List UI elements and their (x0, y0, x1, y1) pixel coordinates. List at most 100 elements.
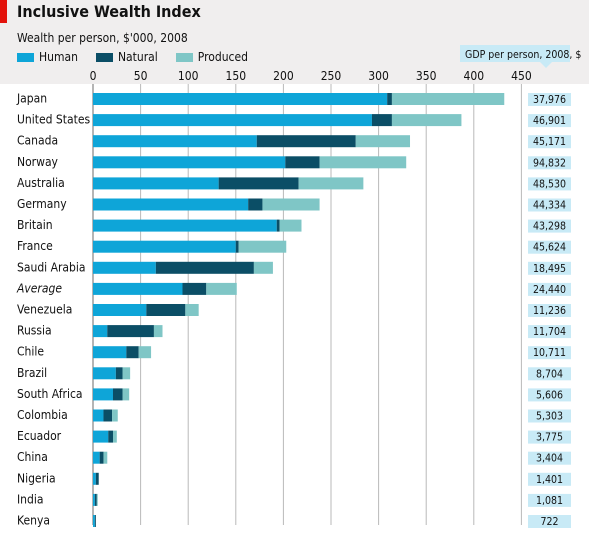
gdp-value-label: 94,832 (533, 157, 566, 169)
legend-item-human: Human (17, 50, 78, 64)
bar-natural (146, 304, 186, 316)
x-tick-label: 300 (368, 69, 389, 83)
bar-natural (155, 261, 254, 274)
x-tick-label: 50 (134, 69, 148, 83)
x-tick-label: 350 (416, 69, 437, 83)
bar-produced (122, 367, 131, 380)
bar-natural (112, 388, 123, 401)
bar-produced (185, 304, 199, 316)
category-label: China (17, 450, 48, 464)
bar-human (93, 135, 257, 148)
gdp-value-label: 45,171 (533, 136, 566, 148)
category-label: Colombia (17, 408, 68, 422)
legend-label-produced: Produced (197, 50, 248, 64)
category-label: Australia (17, 176, 65, 190)
gdp-value-label: 722 (540, 516, 558, 528)
bar-produced (279, 219, 302, 232)
gdp-value-box (528, 114, 571, 128)
bar-human (93, 325, 108, 338)
category-label: Venezuela (17, 303, 72, 317)
legend: Human Natural Produced (17, 50, 266, 64)
bar-natural (218, 177, 299, 190)
bar-produced (206, 282, 237, 295)
gdp-value-label: 46,901 (533, 115, 566, 127)
gdp-value-label: 11,236 (533, 305, 566, 317)
gdp-value-box (528, 177, 571, 191)
legend-swatch-produced (175, 52, 193, 62)
gdp-value-label: 48,530 (533, 178, 566, 190)
bar-human (93, 156, 286, 169)
bar-natural (276, 219, 280, 232)
category-label: India (17, 492, 44, 506)
bar-human (93, 367, 116, 380)
category-label: Canada (17, 134, 58, 148)
category-label: Brazil (17, 366, 47, 380)
gdp-value-box (528, 451, 571, 465)
x-tick-label: 100 (178, 69, 199, 83)
bar-produced (103, 451, 108, 464)
gdp-value-box (528, 156, 571, 170)
category-label: Russia (17, 324, 52, 338)
gdp-value-box (528, 282, 571, 296)
gdp-value-box (528, 346, 571, 360)
gdp-value-label: 1,081 (536, 495, 563, 507)
gdp-value-box (528, 409, 571, 423)
bar-natural (115, 367, 123, 380)
category-label: Norway (17, 155, 59, 169)
gdp-value-box (528, 198, 571, 212)
legend-swatch-natural (95, 52, 113, 62)
bar-natural (95, 472, 99, 485)
bar-natural (126, 346, 139, 359)
gdp-value-box (528, 135, 571, 149)
gdp-value-label: 5,606 (536, 389, 563, 401)
bar-natural (108, 430, 113, 443)
bar-natural (387, 93, 392, 105)
gdp-value-label: 1,401 (536, 474, 563, 486)
gdp-value-label: 5,303 (536, 411, 563, 423)
bar-produced (355, 135, 411, 148)
legend-label-human: Human (39, 50, 78, 64)
bar-natural (99, 451, 104, 464)
bar-natural (94, 515, 96, 527)
bar-produced (153, 325, 163, 338)
gdp-value-box (528, 367, 571, 381)
bar-human (93, 240, 236, 253)
bar-produced (262, 198, 320, 211)
gdp-value-box (528, 515, 571, 528)
gdp-value-label: 43,298 (533, 221, 566, 233)
bar-produced (138, 346, 152, 359)
category-label: Japan (16, 92, 47, 106)
bar-natural (94, 493, 97, 506)
legend-item-produced: Produced (175, 50, 248, 64)
bar-human (93, 93, 388, 105)
category-label: Average (16, 281, 62, 295)
gdp-value-box (528, 325, 571, 339)
plot-background (0, 84, 589, 539)
gdp-value-box (528, 304, 571, 317)
bar-human (93, 219, 277, 232)
category-label: Britain (17, 218, 53, 232)
bar-human (93, 451, 100, 464)
bar-human (93, 409, 104, 422)
x-tick-label: 200 (273, 69, 294, 83)
gdp-value-box (528, 93, 571, 106)
legend-label-natural: Natural (117, 50, 158, 64)
bar-produced (298, 177, 364, 190)
gdp-value-box (528, 388, 571, 402)
bar-natural (103, 409, 113, 422)
bar-produced (122, 388, 130, 401)
gdp-value-label: 44,334 (533, 200, 566, 212)
gdp-value-label: 24,440 (533, 284, 566, 296)
bar-produced (112, 430, 117, 443)
gdp-value-box (528, 430, 571, 444)
x-tick-label: 400 (463, 69, 484, 83)
chart-title: Inclusive Wealth Index (17, 2, 201, 21)
gdp-value-label: 37,976 (533, 94, 566, 106)
x-tick-label: 450 (511, 69, 532, 83)
bar-natural (248, 198, 263, 211)
category-label: France (17, 239, 53, 253)
x-tick-label: 150 (225, 69, 246, 83)
bar-human (93, 304, 147, 316)
bar-produced (112, 409, 118, 422)
